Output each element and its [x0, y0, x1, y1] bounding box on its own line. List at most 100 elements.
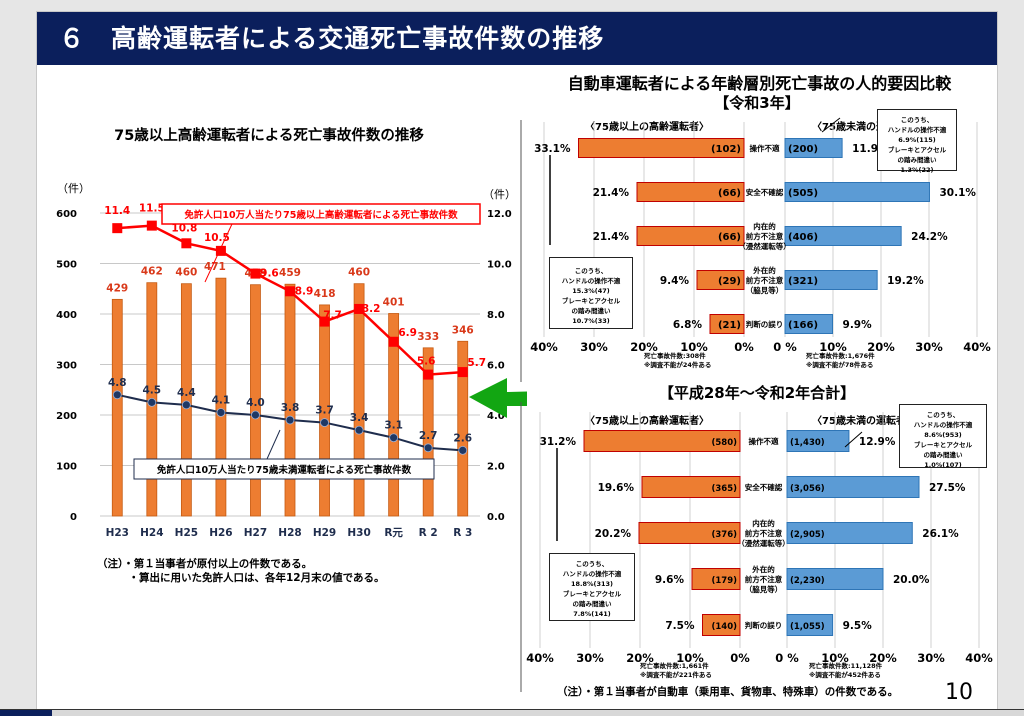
callout-line: このうち、 — [926, 411, 960, 419]
young-bar — [784, 226, 902, 246]
x-tick-label: R 2 — [419, 527, 438, 539]
left-tick-label: 600 — [56, 209, 77, 220]
left-axis-unit: （件） — [57, 182, 90, 195]
young-percent-label: 27.5% — [929, 482, 966, 494]
x-tick-label: 20% — [869, 651, 897, 665]
callout-line: このうち、 — [574, 267, 608, 275]
young-bar — [786, 614, 834, 636]
callout-line: ブレーキとアクセル — [887, 146, 947, 154]
elderly-count-label: (66) — [718, 188, 741, 199]
young-percent-label: 9.5% — [843, 620, 873, 632]
callout-line: このうち、 — [900, 116, 934, 124]
bar — [353, 283, 365, 517]
right-tick-label: 4.0 — [487, 411, 505, 422]
legend-box — [161, 203, 481, 225]
elderly-rate-label: 11.4 — [104, 205, 130, 217]
elderly-rate-label: 9.6 — [260, 268, 279, 280]
x-tick-label: 20% — [626, 651, 654, 665]
legend-leader — [204, 223, 233, 283]
right-tick-label: 0.0 — [487, 512, 505, 523]
x-tick-label: 0 % — [775, 651, 799, 665]
young-rate-marker — [112, 390, 122, 400]
callout-line: 6.9%(115) — [898, 136, 936, 144]
x-tick-label: R 3 — [453, 527, 472, 539]
x-tick-label: 10% — [821, 651, 849, 665]
young-count-label: (1,055) — [790, 622, 825, 632]
elderly-percent-label: 19.6% — [598, 482, 635, 494]
callout-line: 10.7%(33) — [572, 317, 610, 325]
young-rate-marker — [285, 415, 295, 425]
page-number: 10 — [945, 680, 973, 705]
young-bar — [786, 430, 850, 452]
elderly-rate-label: 8.2 — [362, 303, 381, 315]
footnote-line: ※調査不能が452件ある — [809, 671, 881, 679]
bar — [422, 347, 434, 517]
x-tick-label: 40% — [530, 340, 558, 354]
elderly-rate-marker — [146, 220, 157, 231]
r3-elderly-footnote: 死亡事故件数:308件 ※調査不能が24件ある — [644, 352, 711, 370]
elderly-count-label: (21) — [718, 320, 741, 331]
young-rate-marker — [147, 397, 157, 407]
young-count-label: (505) — [788, 188, 818, 199]
elderly-bar — [696, 270, 745, 290]
elderly-bar — [578, 138, 745, 158]
right-tick-label: 2.0 — [487, 462, 505, 473]
slide-title: ６ 高齢運転者による交通死亡事故件数の推移 — [37, 12, 997, 65]
legend-leader — [266, 429, 281, 460]
young-rate-marker — [458, 445, 468, 455]
elderly-bar — [641, 476, 741, 498]
young-bar — [786, 522, 913, 544]
callout-line: ハンドルの操作不適 — [562, 570, 622, 578]
elderly-rate-label: 5.7 — [467, 357, 486, 369]
callout-line: の踏み間違い — [923, 451, 963, 459]
bar — [457, 340, 469, 517]
x-tick-label: 20% — [630, 340, 658, 354]
callout-leader — [844, 431, 863, 448]
left-chart-title: 75歳以上高齢運転者による死亡事故件数の推移 — [114, 126, 424, 144]
elderly-rate-label: 6.9 — [398, 327, 417, 339]
young-rate-label: 3.1 — [384, 420, 403, 432]
left-tick-label: 300 — [56, 361, 77, 372]
elderly-rate-label: 5.6 — [417, 356, 436, 368]
young-percent-label: 19.2% — [887, 275, 924, 287]
category-label: 判断の誤り — [745, 620, 783, 630]
right-tick-label: 6.0 — [487, 361, 505, 372]
legend-box — [133, 458, 435, 480]
elderly-rate-marker — [112, 223, 123, 234]
young-line-legend: 免許人口10万人当たり75歳未満運転者による死亡事故件数 — [133, 458, 435, 480]
young-count-label: (406) — [788, 232, 818, 243]
bar — [111, 298, 123, 517]
x-tick-label: H28 — [278, 527, 301, 539]
bar — [388, 313, 400, 517]
young-rate-marker — [216, 408, 226, 417]
category-label: （脇見等） — [746, 285, 784, 295]
r3-young-footnote: 死亡事故件数:1,676件 ※調査不能が78件ある — [806, 352, 875, 370]
callout-h28-r2-young: このうち、 ハンドルの操作不適 8.6%(953) ブレーキとアクセル の踏み間… — [899, 404, 987, 469]
elderly-count-label: (29) — [718, 276, 741, 287]
category-label: 外在的 — [753, 265, 776, 275]
bar-value-label: 460 — [175, 267, 197, 279]
elderly-rate-marker — [181, 238, 192, 249]
elderly-rate-marker — [250, 268, 261, 279]
bar-value-label: 429 — [106, 282, 128, 294]
category-label: 前方不注意 — [745, 574, 783, 584]
elderly-rate-label: 11.5 — [139, 203, 165, 215]
x-tick-label: 20% — [867, 340, 895, 354]
x-tick-label: H29 — [313, 527, 336, 539]
callout-line: ブレーキとアクセル — [913, 441, 973, 449]
footnote-line: ※調査不能が24件ある — [644, 361, 712, 369]
x-tick-label: 0% — [734, 340, 754, 354]
callout-line: 7.8%(141) — [573, 610, 611, 618]
bottom-strip-dark — [0, 710, 52, 716]
category-label: 前方不注意 — [746, 231, 784, 241]
right-chart-note: （注）・第１当事者が自動車（乗用車、貨物車、特殊車）の件数である。 — [557, 686, 899, 698]
elderly-percent-label: 21.4% — [593, 231, 630, 243]
elderly-count-label: (179) — [711, 576, 737, 586]
young-bar — [784, 270, 878, 290]
footnote-line: ※調査不能が221件ある — [640, 671, 712, 679]
x-tick-label: 30% — [915, 340, 943, 354]
elderly-bar — [702, 614, 741, 636]
left-tick-label: 0 — [70, 512, 77, 523]
left-tick-label: 200 — [56, 411, 77, 422]
young-percent-label: 9.9% — [843, 319, 873, 331]
